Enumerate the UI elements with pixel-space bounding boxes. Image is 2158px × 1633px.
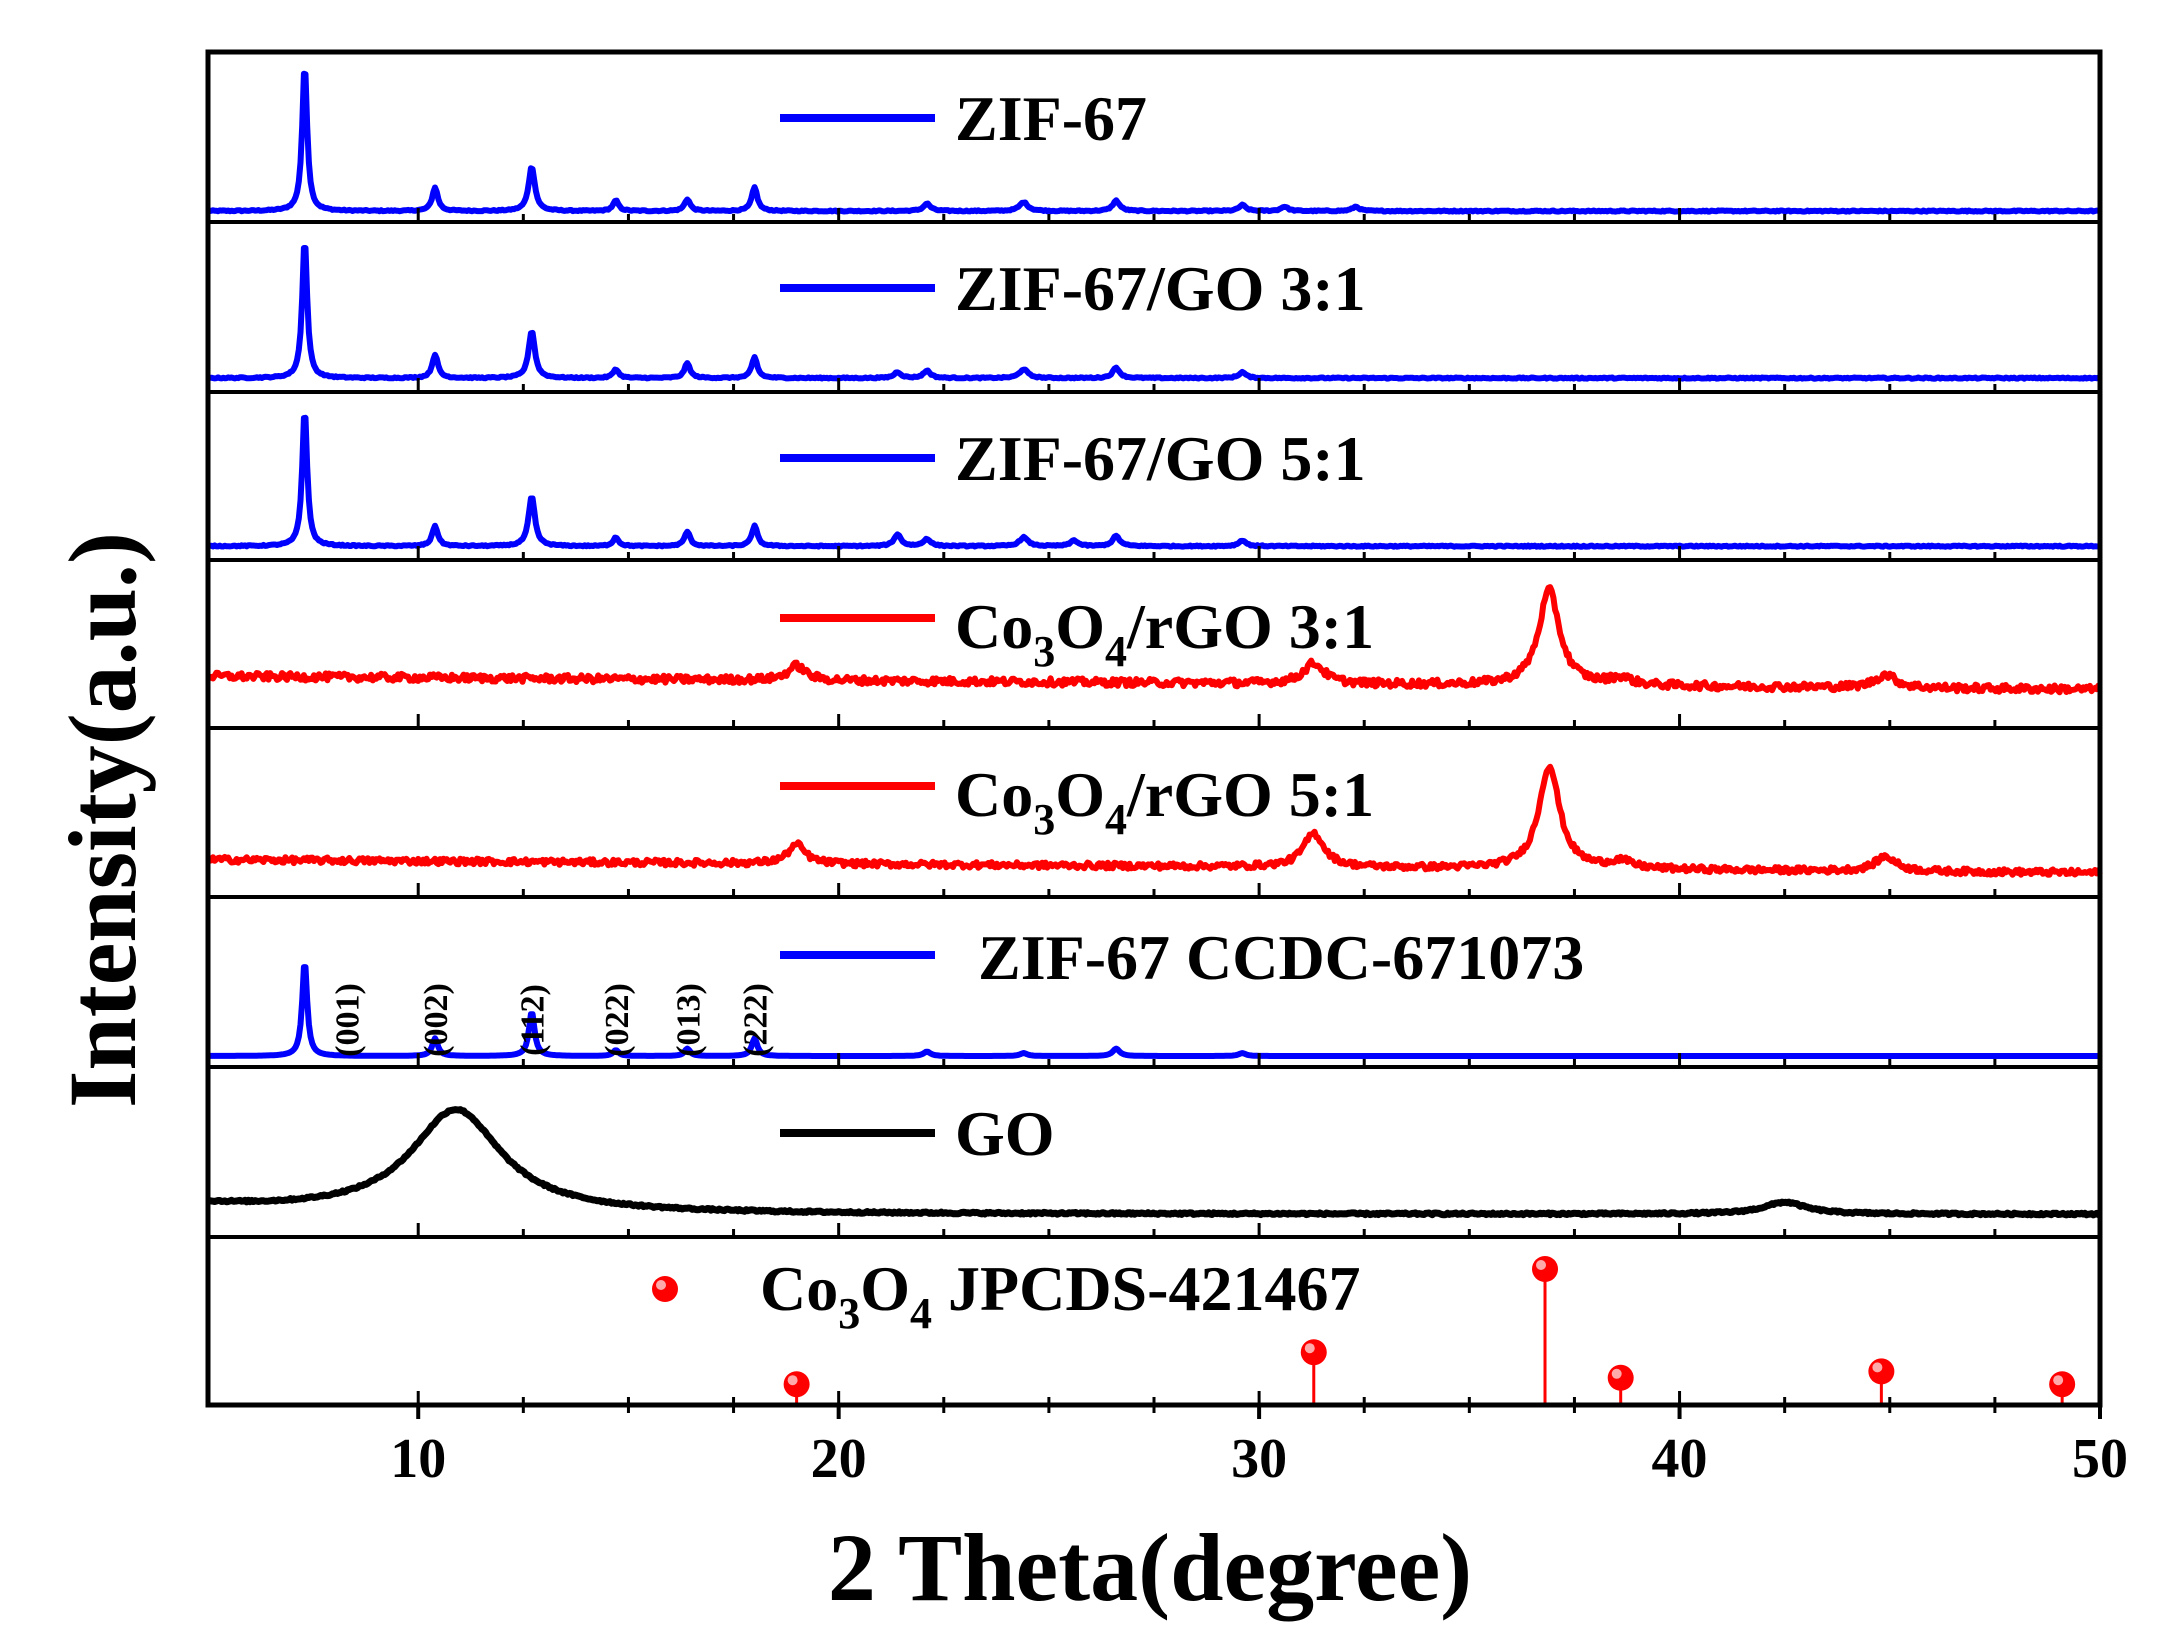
legend-label-6: GO	[955, 1098, 1055, 1169]
legend-label-0: ZIF-67	[955, 83, 1147, 154]
panel-0: ZIF-67	[206, 70, 2102, 215]
y-axis-title: Intensity(a.u.)	[49, 532, 156, 1108]
legend-label-1: ZIF-67/GO 3:1	[955, 253, 1366, 324]
stick-ball	[783, 1371, 810, 1398]
legend-post: JPCDS-421467	[932, 1253, 1360, 1324]
hkl-annotations: (001) (002) (112) (022) (013) (222)	[330, 983, 775, 1057]
hkl-label-0: (001)	[330, 983, 367, 1057]
stick-ball-highlight	[787, 1375, 798, 1386]
panel-7: Co3O4 JPCDS-421467	[652, 1253, 2076, 1405]
legend-pre: Co	[955, 759, 1033, 830]
legend-mid: O	[860, 1253, 910, 1324]
legend-label-3: Co3O4/rGO 3:1	[955, 591, 1374, 676]
stick-marker-3	[1607, 1364, 1634, 1391]
panel-5: ZIF-67 CCDC-671073	[206, 922, 2102, 1059]
legend-label-4: Co3O4/rGO 5:1	[955, 759, 1374, 844]
series-line-0	[206, 70, 2102, 215]
stick-marker-1	[1300, 1339, 1327, 1366]
stick-ball-highlight	[1536, 1260, 1547, 1270]
legend-s2: 4	[1105, 795, 1127, 844]
hkl-label-2: (112)	[515, 984, 552, 1056]
x-tick-label-3: 40	[1652, 1428, 1708, 1490]
hkl-label-5: (222)	[738, 983, 775, 1057]
hkl-label-4: (013)	[670, 983, 707, 1057]
legend-label-7: Co3O4 JPCDS-421467	[760, 1253, 1360, 1338]
legend-mid: O	[1055, 591, 1105, 662]
legend-post: /rGO 3:1	[1126, 591, 1374, 662]
hkl-label-3: (022)	[599, 983, 636, 1057]
panel-1: ZIF-67/GO 3:1	[206, 245, 2102, 382]
legend-s1: 3	[1033, 627, 1055, 676]
x-tick-label-4: 50	[2072, 1428, 2128, 1490]
legend-s1: 3	[1033, 795, 1055, 844]
series-line-1	[206, 245, 2102, 382]
legend-ball	[652, 1276, 678, 1302]
hkl-label-1: (002)	[418, 983, 455, 1057]
stick-ball	[1300, 1339, 1327, 1366]
x-tick-label-0: 10	[390, 1428, 446, 1490]
stick-marker-5	[2049, 1371, 2076, 1398]
panel-2: ZIF-67/GO 5:1	[206, 414, 2102, 550]
legend-s2: 4	[1105, 627, 1127, 676]
legend-pre: Co	[955, 591, 1033, 662]
x-axis-title: 2 Theta(degree)	[828, 1514, 1472, 1621]
stick-marker-4	[1868, 1358, 1895, 1385]
legend-label-2: ZIF-67/GO 5:1	[955, 423, 1366, 494]
series-line-2	[206, 414, 2102, 550]
panel-4: Co3O4/rGO 5:1	[205, 759, 2103, 878]
stick-ball	[1607, 1364, 1634, 1391]
x-tick-label-1: 20	[811, 1428, 867, 1490]
stick-marker-0	[783, 1371, 810, 1398]
legend-marker-7	[652, 1276, 678, 1302]
x-tick-label-2: 30	[1231, 1428, 1287, 1490]
legend-pre: Co	[760, 1253, 838, 1324]
legend-s1: 3	[838, 1289, 860, 1338]
panel-3: Co3O4/rGO 3:1	[206, 584, 2103, 696]
stick-ball	[2049, 1371, 2076, 1398]
legend-ball-highlight	[656, 1280, 666, 1290]
series-line-3	[206, 584, 2103, 696]
stick-marker-2	[1532, 1256, 1559, 1282]
panel-6: GO	[206, 1098, 2102, 1219]
stick-ball-highlight	[1611, 1368, 1622, 1379]
series-line-6	[206, 1106, 2102, 1219]
stick-ball	[1868, 1358, 1895, 1385]
stick-ball-highlight	[1872, 1362, 1883, 1373]
legend-mid: O	[1055, 759, 1105, 830]
legend-label-5: ZIF-67 CCDC-671073	[978, 922, 1584, 993]
series-line-5	[206, 964, 2102, 1059]
series-line-4	[205, 763, 2103, 878]
legend-post: /rGO 5:1	[1126, 759, 1374, 830]
stick-ball	[1532, 1256, 1559, 1282]
stick-ball-highlight	[2053, 1375, 2064, 1386]
legend-s2: 4	[910, 1289, 932, 1338]
x-ticks: 10 20 30 40 50	[390, 208, 2128, 1490]
stick-ball-highlight	[1304, 1343, 1315, 1354]
